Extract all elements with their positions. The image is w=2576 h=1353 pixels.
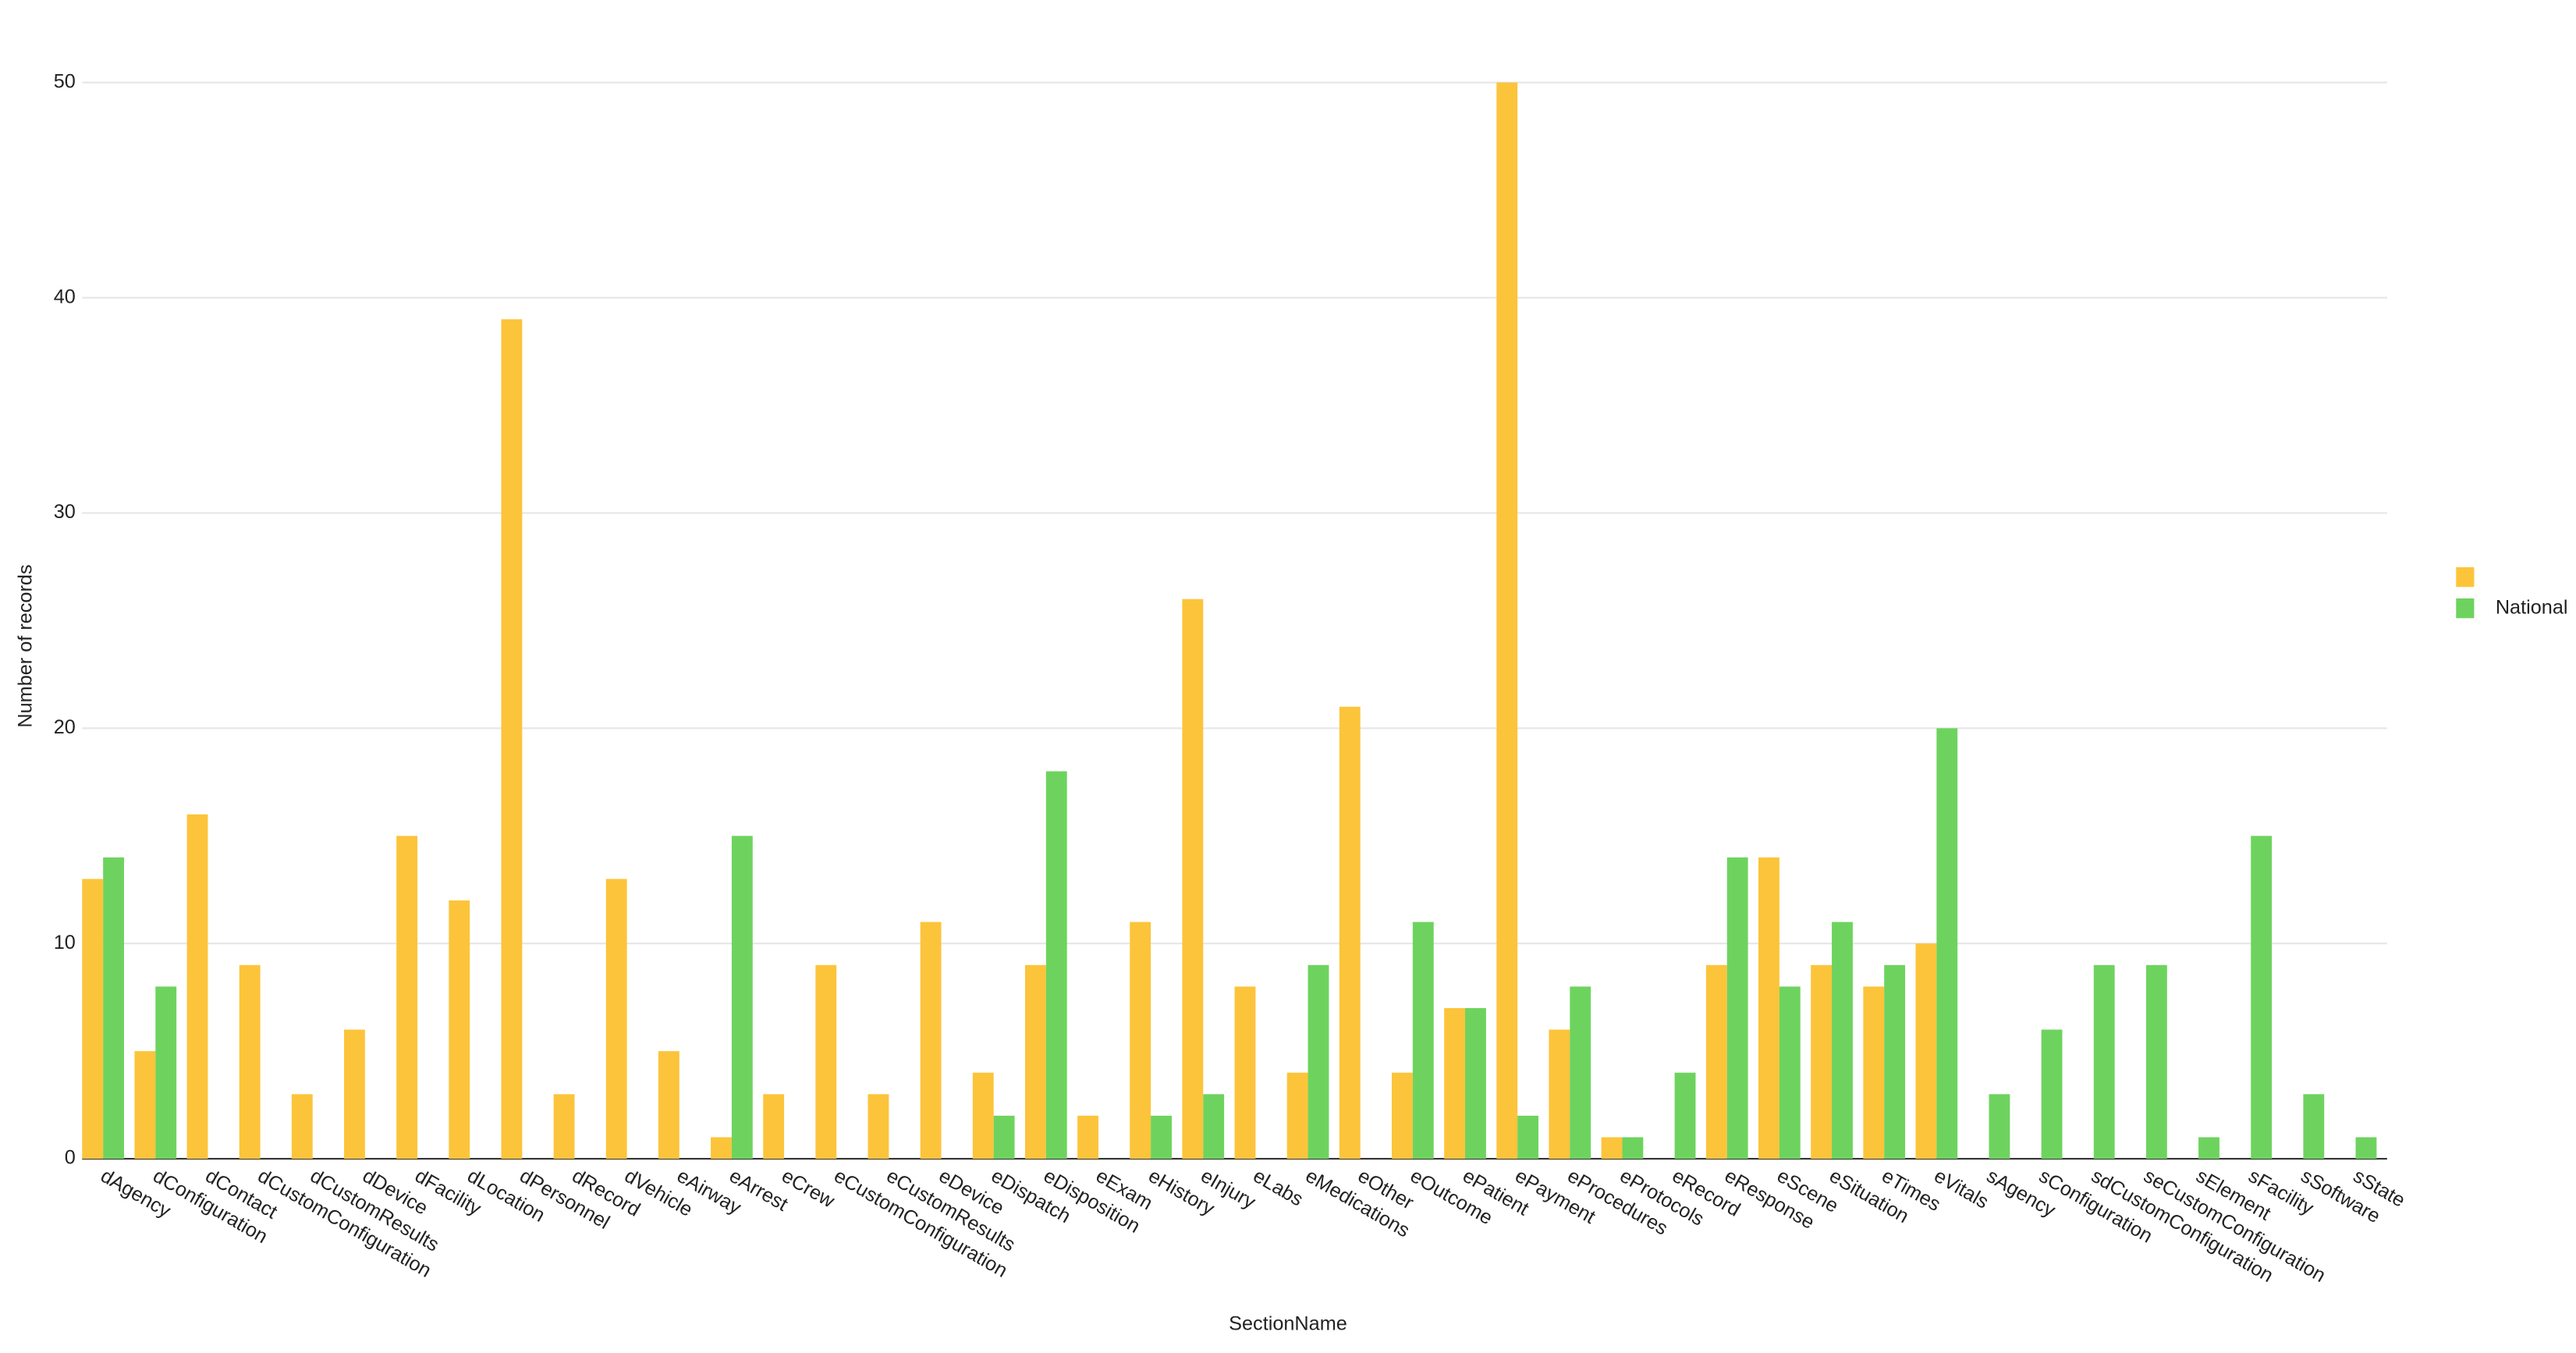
bar (1203, 1094, 1225, 1159)
bar (2355, 1137, 2377, 1159)
bar (1234, 986, 1256, 1159)
x-tick-label: eLabs (1249, 1165, 1307, 1211)
bar (449, 900, 470, 1159)
bar (396, 836, 418, 1159)
bar (1517, 1115, 1539, 1159)
bar (1465, 1007, 1486, 1159)
bar (2145, 964, 2167, 1159)
bar (1758, 857, 1779, 1159)
y-tick-label: 50 (54, 70, 76, 92)
bar (1674, 1072, 1696, 1159)
bar (711, 1137, 732, 1159)
bar (1045, 771, 1067, 1159)
legend-swatch (2456, 566, 2475, 588)
bar (920, 922, 942, 1159)
bar (1308, 964, 1329, 1159)
bar (1601, 1137, 1623, 1159)
bar (134, 1051, 156, 1159)
y-tick-label: 40 (54, 286, 76, 307)
x-axis-title: SectionName (1229, 1312, 1347, 1334)
bar (1444, 1007, 1466, 1159)
bar (1705, 964, 1727, 1159)
bar (2251, 836, 2273, 1159)
bar (1863, 986, 1885, 1159)
y-tick-label: 10 (54, 932, 76, 953)
bar (2198, 1137, 2219, 1159)
bar (1622, 1137, 1644, 1159)
bar (993, 1115, 1015, 1159)
bar (763, 1094, 785, 1159)
bar (1286, 1072, 1308, 1159)
bar (155, 986, 177, 1159)
y-tick-label: 30 (54, 501, 76, 523)
x-tick-label: eVitals (1930, 1165, 1992, 1213)
bar (186, 814, 208, 1159)
bar (1024, 964, 1046, 1159)
bar (1496, 82, 1518, 1159)
bar (1989, 1094, 2010, 1159)
bar (1936, 728, 1958, 1159)
bar (1182, 598, 1204, 1159)
bar (2041, 1029, 2063, 1159)
bar (1392, 1072, 1413, 1159)
bar (1779, 986, 1801, 1159)
bar (1339, 706, 1361, 1159)
bar (1549, 1029, 1570, 1159)
bar (239, 964, 261, 1159)
bar (291, 1094, 313, 1159)
bar (344, 1029, 365, 1159)
bar (1884, 964, 1906, 1159)
bar (868, 1094, 889, 1159)
bar (1915, 943, 1937, 1159)
bar (2303, 1094, 2325, 1159)
bar (2093, 964, 2115, 1159)
bar (1130, 922, 1151, 1159)
bar (501, 319, 523, 1159)
bar (972, 1072, 994, 1159)
bar (1151, 1115, 1172, 1159)
bar (1077, 1115, 1098, 1159)
bar (1811, 964, 1833, 1159)
y-tick-label: 0 (65, 1147, 76, 1169)
legend-swatch (2456, 598, 2475, 619)
bar (82, 879, 104, 1159)
bar (1412, 922, 1434, 1159)
bar (1570, 986, 1591, 1159)
bar (731, 836, 753, 1159)
bar (103, 857, 125, 1159)
y-tick-label: 20 (54, 716, 76, 738)
y-axis-title: Number of records (14, 564, 36, 727)
bar (605, 879, 627, 1159)
bar (815, 964, 837, 1159)
x-tick-label: eCrew (778, 1165, 839, 1213)
bar (658, 1051, 679, 1159)
legend-label: National (2496, 596, 2568, 618)
bar (1832, 922, 1853, 1159)
bar (553, 1094, 575, 1159)
bar (1726, 857, 1748, 1159)
